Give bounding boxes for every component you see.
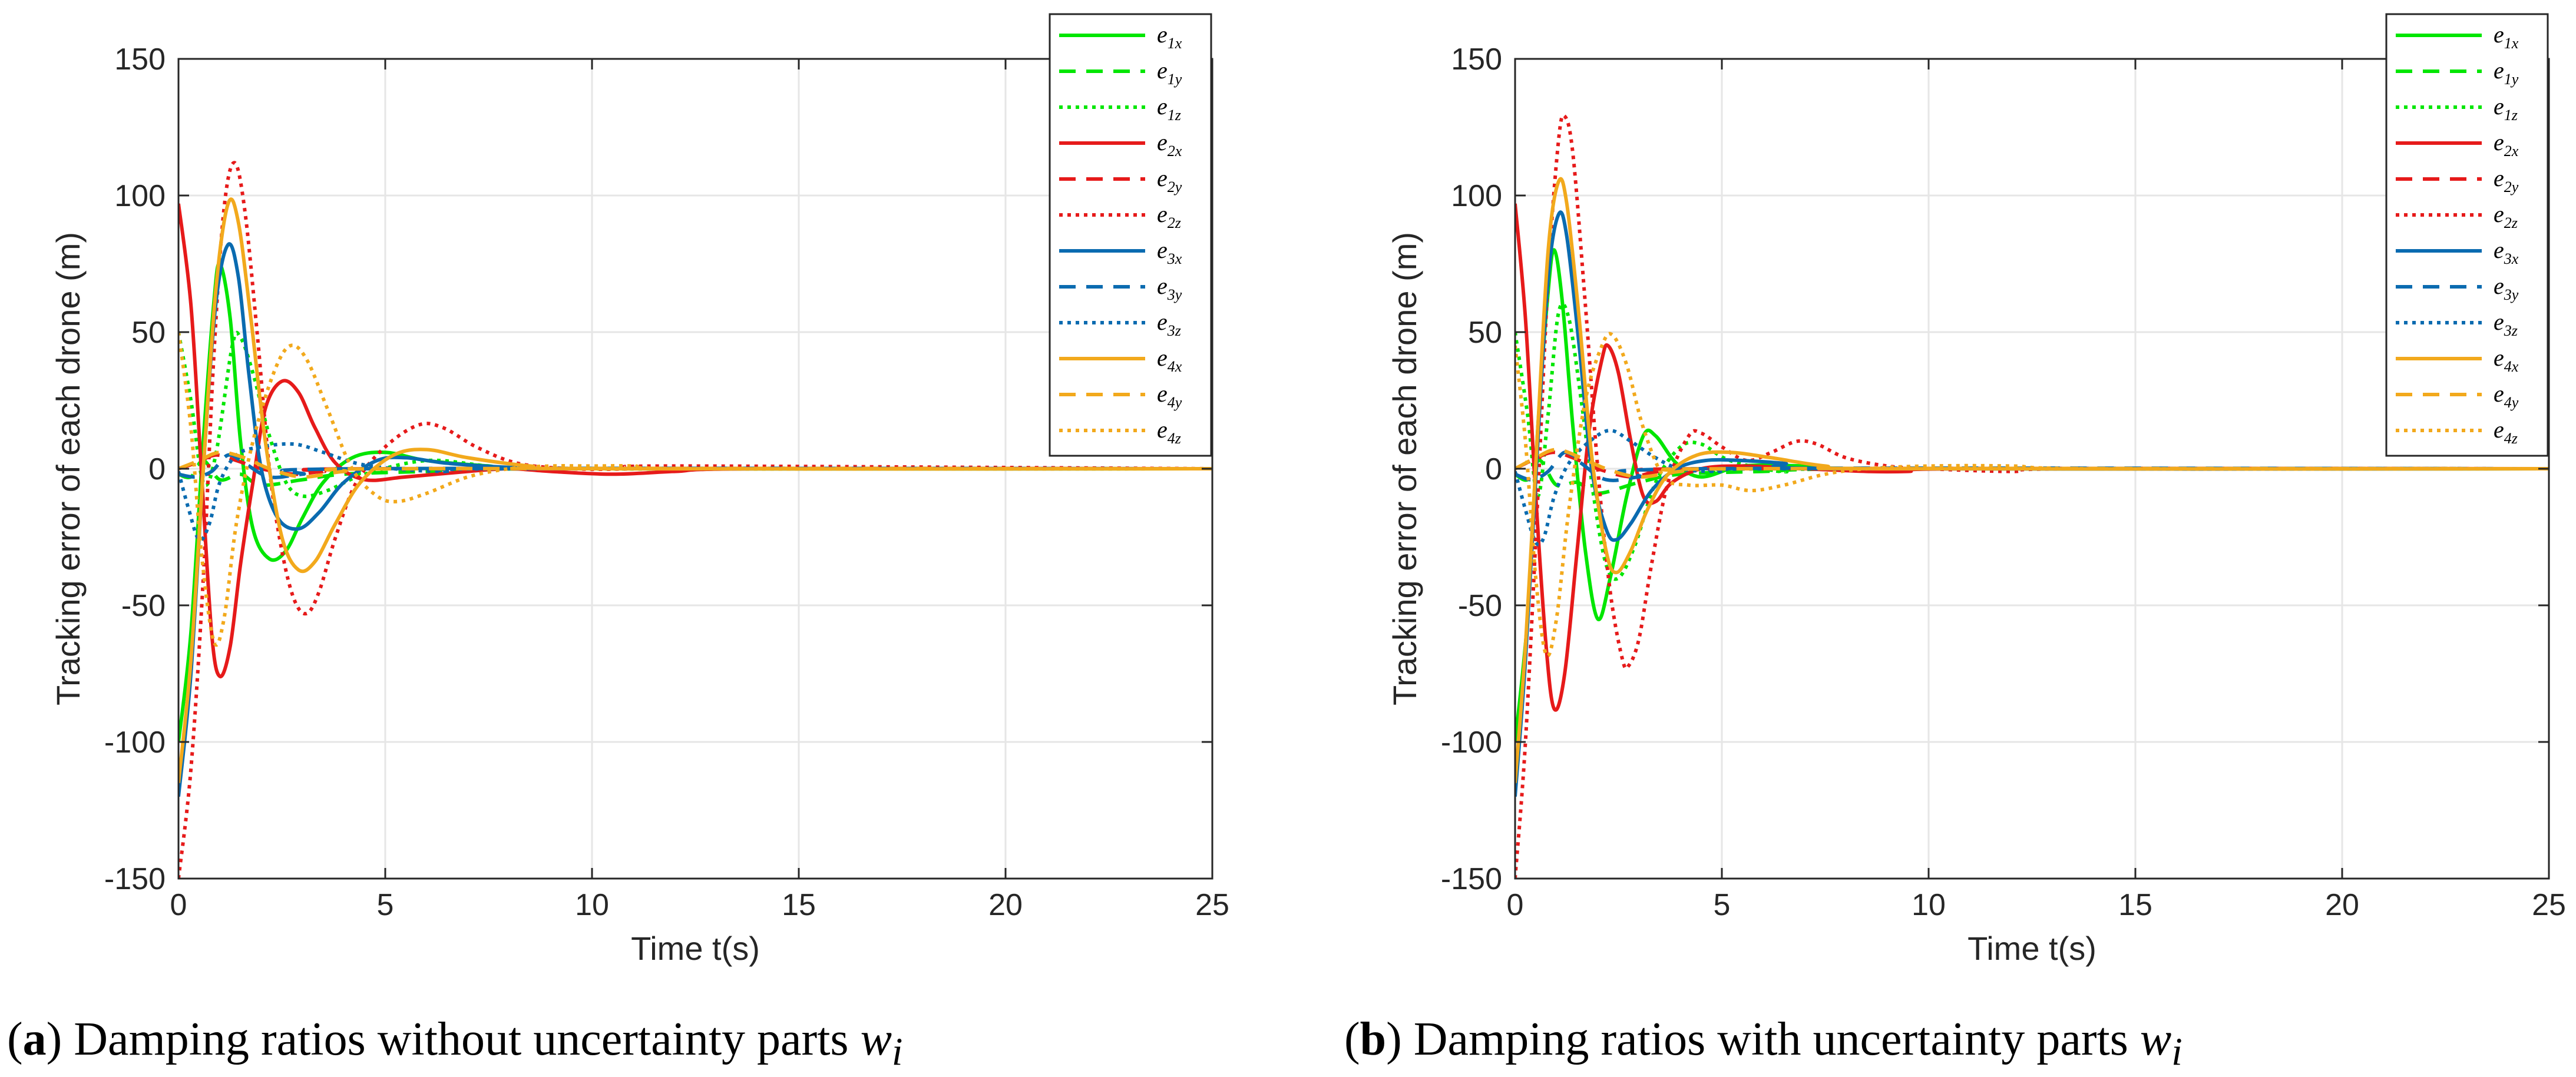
chart-a-ytick-label--150: -150 — [104, 862, 166, 896]
caption-a-label: a — [22, 1013, 47, 1065]
chart-a-legend-box — [1049, 13, 1212, 457]
chart-a-legend-label-e3z: e3z — [1157, 309, 1181, 339]
chart-b-legend-label-e2x: e2x — [2494, 129, 2519, 160]
chart-a-xtick-label-10: 10 — [575, 888, 609, 922]
chart-panel-a: 0 5 10 15 20 25 -150 -100 -50 0 50 100 150 Time t(s) T… — [49, 13, 1229, 967]
chart-b-xtick-label-0: 0 — [1507, 888, 1524, 922]
caption-b-symbol: w — [2139, 1013, 2172, 1065]
chart-a-ytick-label--100: -100 — [104, 725, 166, 760]
chart-b-ytick-label--100: -100 — [1441, 725, 1502, 760]
chart-b-legend-label-e4y: e4y — [2494, 380, 2519, 411]
chart-a-xtick-label-5: 5 — [377, 888, 394, 922]
chart-a-legend-label-e2x: e2x — [1157, 129, 1182, 160]
chart-b-xtick-label-15: 15 — [2118, 888, 2152, 922]
chart-b-series-group — [1515, 113, 2549, 879]
chart-b-legend-label-e2z: e2z — [2494, 201, 2518, 231]
caption-a-open: ( — [7, 1013, 23, 1065]
caption-b-sub: i — [2171, 1030, 2183, 1073]
chart-a-series-e2z — [178, 161, 1212, 879]
chart-b-legend-label-e3z: e3z — [2494, 309, 2518, 339]
chart-a-legend-label-e1z: e1z — [1157, 93, 1181, 124]
chart-b-xtick-label-10: 10 — [1912, 888, 1946, 922]
chart-a-legend-label-e3y: e3y — [1157, 273, 1182, 303]
caption-b-text: Damping ratios with uncertainty parts — [1401, 1013, 2140, 1065]
chart-b-legend-label-e1z: e1z — [2494, 93, 2518, 124]
chart-b-ytick-label-50: 50 — [1468, 316, 1502, 350]
chart-a-legend-label-e2y: e2y — [1157, 165, 1182, 195]
chart-b-legend-label-e4x: e4x — [2494, 344, 2519, 375]
chart-b-ytick-label-100: 100 — [1451, 179, 1502, 213]
chart-a-legend-label-e2z: e2z — [1157, 201, 1181, 231]
chart-b-legend-label-e1x: e1x — [2494, 21, 2519, 52]
chart-b-xtick-label-20: 20 — [2325, 888, 2359, 922]
chart-b-series-e4y — [1515, 448, 2549, 479]
chart-b-xtick-label-25: 25 — [2532, 888, 2566, 922]
chart-b-legend-label-e3x: e3x — [2494, 237, 2519, 267]
chart-a-series-group — [178, 161, 1212, 879]
chart-b-legend-label-e4z: e4z — [2494, 416, 2518, 447]
chart-a-legend-label-e4z: e4z — [1157, 416, 1181, 447]
chart-b-legend-label-e3y: e3y — [2494, 273, 2519, 303]
chart-b-xtick-label-5: 5 — [1714, 888, 1731, 922]
chart-a-series-e2x — [178, 203, 1212, 678]
chart-a-series-e4z — [178, 332, 1212, 647]
chart-a-legend-label-e4x: e4x — [1157, 344, 1182, 375]
chart-b-series-e3z — [1515, 429, 2549, 547]
chart-b-ytick-label-0: 0 — [1485, 452, 1502, 486]
caption-a: (a) Damping ratios without uncertainty p… — [7, 1013, 902, 1075]
chart-b-legend: e1x e1y e1z e2x e2y e2z e3x e3y e3z e4x e4y e4z — [2385, 13, 2549, 457]
chart-a-xtick-label-0: 0 — [170, 888, 187, 922]
chart-b-legend-label-e1y: e1y — [2494, 57, 2519, 88]
caption-b-label: b — [1360, 1013, 1387, 1065]
chart-b-ylabel: Tracking error of each drone (m) — [1386, 232, 1423, 705]
chart-a-ytick-label--50: -50 — [121, 589, 166, 623]
chart-a-legend: e1x e1y e1z e2x e2y e2z e3x e3y e3z e4x e4y e4z — [1049, 13, 1212, 457]
chart-b-ytick-label--50: -50 — [1458, 589, 1502, 623]
chart-b-ytick-label--150: -150 — [1441, 862, 1502, 896]
chart-b-legend-box — [2385, 13, 2549, 457]
caption-a-text: Damping ratios without uncertainty parts — [62, 1013, 861, 1065]
caption-a-close: ) — [46, 1013, 62, 1065]
chart-a-xtick-label-20: 20 — [988, 888, 1023, 922]
chart-b-ytick-label-150: 150 — [1451, 42, 1502, 77]
chart-a-xlabel: Time t(s) — [631, 930, 760, 967]
chart-a-ytick-label-0: 0 — [148, 452, 166, 486]
chart-a-legend-label-e1y: e1y — [1157, 57, 1182, 88]
chart-a-ytick-label-50: 50 — [131, 316, 166, 350]
caption-b: (b) Damping ratios with uncertainty part… — [1344, 1013, 2183, 1075]
chart-b-xlabel: Time t(s) — [1967, 930, 2096, 967]
chart-b-series-e2x — [1515, 203, 2549, 712]
chart-a-ylabel: Tracking error of each drone (m) — [49, 232, 87, 705]
chart-a-xtick-label-15: 15 — [782, 888, 816, 922]
chart-panel-b: 0 5 10 15 20 25 -150 -100 -50 0 50 100 150 Time t(s) T… — [1386, 13, 2566, 967]
chart-a-xtick-label-25: 25 — [1195, 888, 1229, 922]
caption-b-close: ) — [1386, 1013, 1402, 1065]
caption-b-open: ( — [1344, 1013, 1360, 1065]
caption-a-sub: i — [891, 1030, 903, 1073]
caption-a-symbol: w — [860, 1013, 892, 1065]
chart-a-legend-label-e3x: e3x — [1157, 237, 1182, 267]
chart-a-ytick-label-100: 100 — [114, 179, 166, 213]
chart-a-legend-label-e1x: e1x — [1157, 21, 1182, 52]
chart-a-legend-label-e4y: e4y — [1157, 380, 1182, 411]
chart-b-legend-label-e2y: e2y — [2494, 165, 2519, 195]
chart-a-ytick-label-150: 150 — [114, 42, 166, 77]
